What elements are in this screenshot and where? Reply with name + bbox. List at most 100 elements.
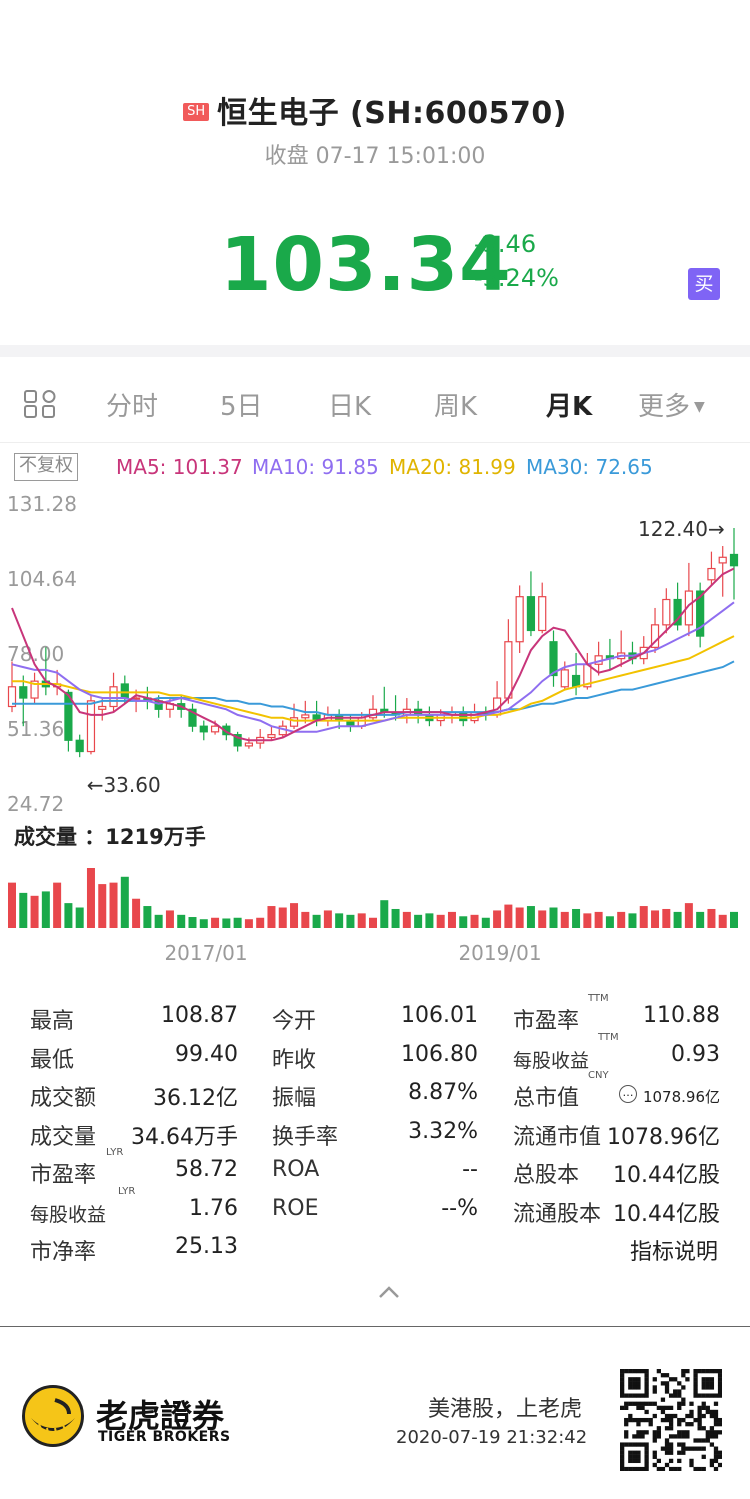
stock-title-row: SH 恒生电子 (SH:600570) [0,88,750,132]
tab-intraday[interactable]: 分时 [106,392,159,422]
volume-bar [459,916,468,928]
share-timestamp: 2020-07-19 21:32:42 [396,1427,588,1448]
candle-body [718,556,727,564]
footer-banner: 老虎證券 TIGER BROKERS 美港股，上老虎 2020-07-19 21… [0,1327,750,1499]
y-tick-label: 78.00 [7,642,64,666]
stat-value: -- [462,1157,478,1182]
monthly-k-chart[interactable]: 131.28 104.64 78.00 51.36 24.72 122.40→ ←33.60… [0,480,750,1000]
candle [673,582,682,631]
volume-bar [481,917,490,928]
quote-stats: 最高 108.87 最低 99.40 成交额 36.12亿 成交量 34.64万手 市盈率 LYR… [0,993,750,1275]
volume-bar [53,882,62,928]
candle [662,588,671,634]
stat-label: 今开 [272,1009,317,1034]
slogan: 美港股，上老虎 [428,1397,583,1422]
y-tick-label: 104.64 [7,567,77,591]
candle [368,695,378,721]
candle-body [7,686,17,708]
tiger-logo-icon [22,1385,84,1447]
volume-bar [19,892,28,928]
layout-grid-icon[interactable] [24,390,56,418]
volume-bar [504,904,513,928]
volume-bar [628,913,637,928]
candle [402,698,411,724]
candle-body [515,596,524,643]
y-tick-label: 131.28 [7,492,77,516]
brand-name: 老虎證券 [96,1397,225,1435]
x-tick-label: 2017/01 [164,941,247,965]
candle-body [86,700,96,753]
stat-label: 昨收 [272,1047,317,1073]
tab-monthly-k[interactable]: 月K [546,392,593,422]
candle [75,734,84,758]
volume-bar [696,911,705,928]
candle [459,706,468,727]
candle [425,706,434,727]
stat-value: 36.12亿 [153,1086,238,1111]
stat-label: ROA [272,1157,320,1182]
volume-bar [290,903,299,928]
volume-bar [267,906,276,928]
tab-weekly-k[interactable]: 周K [434,392,478,422]
price-change: -3.46 [474,230,537,258]
stat-label: 市净率 [30,1240,97,1265]
quote-header: SH 恒生电子 (SH:600570) 收盘 07-17 15:01:00 103… [0,0,750,345]
volume-bar [549,907,558,928]
candle-body [267,734,276,739]
candle [696,582,705,648]
volume-bar [30,895,39,928]
candle-body [233,734,242,747]
candle [64,689,73,752]
volume-bar [447,911,456,928]
stat-value: 25.13 [175,1234,238,1259]
tab-5day[interactable]: 5日 [220,392,263,422]
candle-body [109,686,118,708]
volume-bar [143,906,152,928]
candle [289,703,299,730]
price-change-percent: -3.24% [474,264,559,292]
buy-button[interactable]: 买 [688,268,720,300]
candle-body [244,742,254,747]
volume-bar [132,898,141,928]
candle-body [549,641,558,677]
candle-body [120,683,129,699]
adjustment-toggle[interactable]: 不复权 [14,453,78,481]
candle-body [19,686,28,699]
volume-bar [515,907,524,928]
chevron-up-icon[interactable] [376,1282,402,1302]
candle [267,726,276,741]
stat-label: 市盈率 [30,1163,97,1188]
info-icon[interactable]: … [619,1085,637,1103]
stat-value: 1.76 [189,1195,238,1221]
volume-bar [651,910,660,928]
volume-bar [684,903,693,928]
volume-bar [312,914,321,928]
volume-bar [662,908,671,928]
volume-bar [402,911,411,928]
tab-more[interactable]: 更多 ▼ [638,386,705,423]
candle-body [289,717,299,727]
volume-bar [109,882,118,928]
volume-bar [391,908,400,928]
tab-daily-k[interactable]: 日K [328,392,372,422]
stat-label: 流通股本 [513,1201,602,1227]
stat-superscript: LYR [106,1147,124,1158]
stat-label: 市盈率 [513,1009,580,1034]
candle [617,630,626,668]
indicator-note-link[interactable]: 指标说明 [629,1240,718,1265]
volume-bar [278,907,287,928]
volume-bar [154,914,163,928]
tab-more-label: 更多 [638,392,691,422]
stat-value: --% [441,1195,478,1221]
stat-label: 每股收益 [30,1203,107,1226]
stat-superscript: TTM [588,993,609,1004]
candle [526,571,536,637]
candle-body [526,596,536,632]
stat-value: 8.87% [408,1080,478,1105]
volume-bar [357,913,366,928]
stat-value: 110.88 [643,1003,720,1028]
ma10-line [11,601,735,733]
volume-bar [594,911,603,928]
candle-body [199,725,208,733]
volume-bar [526,906,535,928]
